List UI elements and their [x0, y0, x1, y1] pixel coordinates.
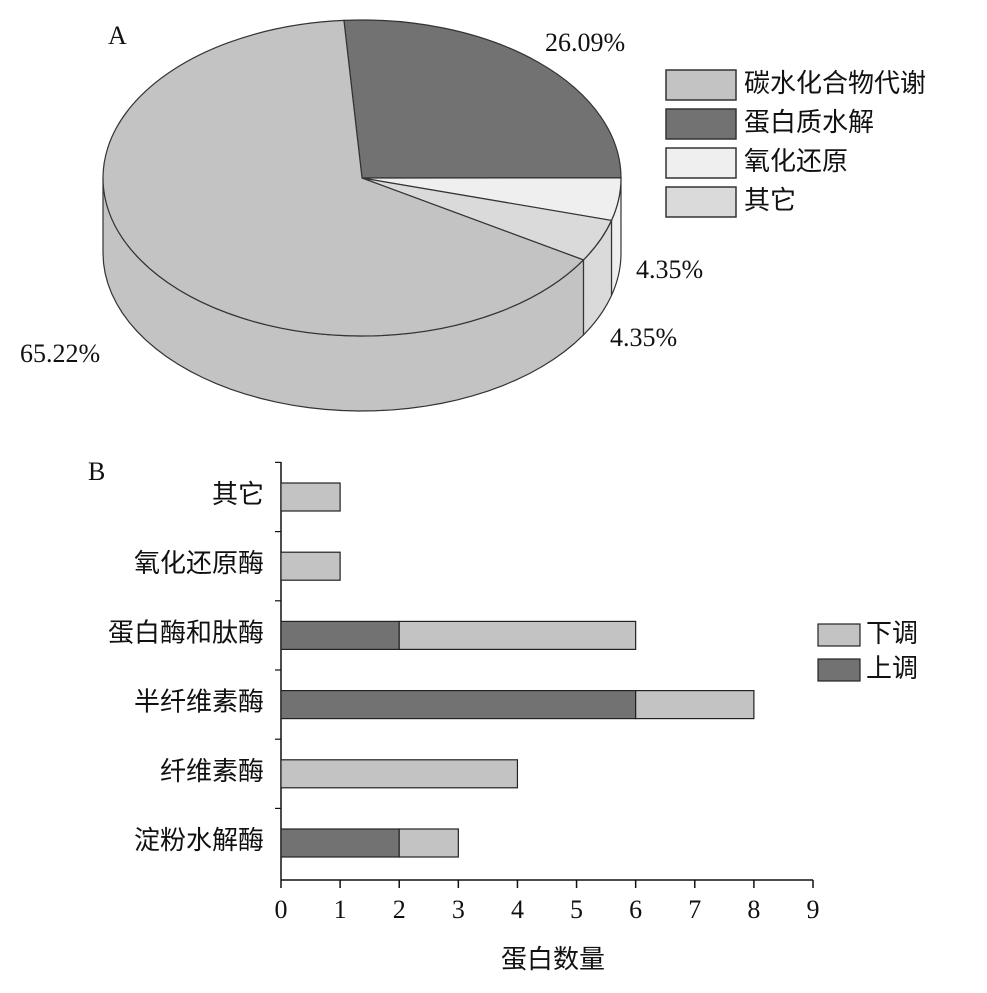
x-tick-label: 7	[688, 895, 701, 924]
legend-label: 下调	[866, 619, 918, 648]
x-tick-label: 5	[570, 895, 583, 924]
legend-swatch	[665, 69, 737, 101]
y-tick-label: 半纤维素酶	[134, 688, 264, 717]
pie-slice	[102, 19, 585, 337]
x-tick-label: 2	[393, 895, 406, 924]
bar	[635, 689, 755, 720]
legend-swatch	[665, 186, 737, 218]
x-tick-label: 6	[629, 895, 642, 924]
y-tick-label: 纤维素酶	[160, 757, 264, 786]
bar	[398, 620, 637, 651]
x-tick-label: 1	[334, 895, 347, 924]
legend-label: 蛋白质水解	[744, 108, 874, 137]
x-tick-label: 8	[747, 895, 760, 924]
x-tick-label: 0	[275, 895, 288, 924]
legend-label: 氧化还原	[744, 147, 848, 176]
bar	[280, 551, 341, 581]
legend-swatch	[817, 623, 861, 647]
bar	[280, 689, 637, 720]
pie-slice	[343, 19, 622, 179]
legend-label: 上调	[866, 654, 918, 683]
value-label: 26.09%	[545, 28, 625, 57]
legend-swatch	[817, 658, 861, 682]
panel-label: B	[88, 457, 105, 486]
panel-label: A	[108, 21, 127, 50]
value-label: 4.35%	[636, 255, 703, 284]
value-label: 4.35%	[610, 323, 677, 352]
bar	[398, 828, 459, 858]
bar	[280, 759, 519, 789]
legend-label: 碳水化合物代谢	[744, 69, 926, 98]
legend-swatch	[665, 147, 737, 179]
bar	[280, 828, 400, 858]
legend-swatch	[665, 108, 737, 140]
x-axis-label: 蛋白数量	[501, 945, 605, 974]
legend-label: 其它	[744, 186, 796, 215]
x-tick-label: 9	[807, 895, 820, 924]
x-tick-label: 4	[511, 895, 524, 924]
y-tick-label: 蛋白酶和肽酶	[108, 618, 264, 647]
y-tick-label: 其它	[212, 480, 264, 509]
bar	[280, 482, 341, 512]
y-tick-label: 氧化还原酶	[134, 549, 264, 578]
y-tick-label: 淀粉水解酶	[134, 826, 264, 855]
bar	[280, 620, 400, 651]
x-tick-label: 3	[452, 895, 465, 924]
value-label: 65.22%	[20, 339, 100, 368]
